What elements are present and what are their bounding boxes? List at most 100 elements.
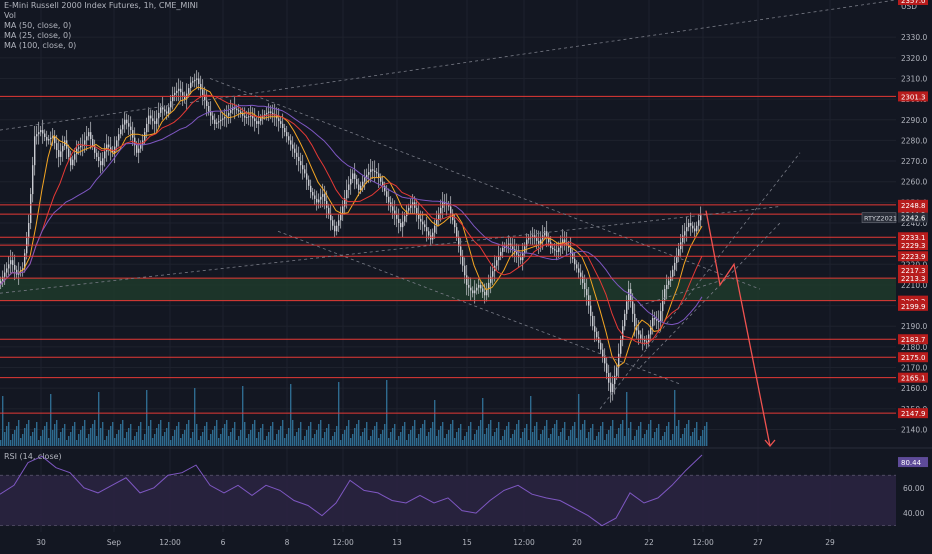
candle-body [444, 202, 446, 204]
volume-bar [334, 432, 336, 446]
volume-bar [378, 438, 380, 446]
candle-body [448, 205, 450, 207]
volume-bar [20, 438, 22, 446]
candle-body [552, 247, 554, 250]
volume-bar [446, 434, 448, 446]
volume-bar [622, 420, 624, 446]
volume-bar [304, 436, 306, 446]
candle-body [392, 206, 394, 211]
candle-body [594, 326, 596, 332]
candle-body [570, 247, 572, 254]
candle-body [80, 145, 82, 148]
volume-bar [690, 436, 692, 446]
price-tag-box [898, 232, 928, 243]
candle-body [2, 276, 4, 281]
volume-bar [652, 438, 654, 446]
volume-bar [80, 430, 82, 446]
candle-body [388, 196, 390, 203]
candle-body [464, 265, 466, 276]
candle-body [144, 132, 146, 141]
volume-bar [590, 428, 592, 446]
candle-body [120, 129, 122, 135]
volume-bar [416, 438, 418, 446]
time-tick-label: Sep [107, 538, 121, 547]
candle-body [54, 136, 56, 144]
price-tick-label: 2310.0 [901, 74, 927, 83]
volume-bar [82, 426, 84, 446]
volume-bar [64, 424, 66, 446]
volume-bar [452, 420, 454, 446]
time-tick-label: 27 [753, 538, 763, 547]
candle-body [674, 262, 676, 270]
volume-bar [512, 434, 514, 446]
volume-bar [504, 430, 506, 446]
volume-bar [616, 434, 618, 446]
candle-body [462, 256, 464, 266]
candle-body [562, 239, 564, 244]
candle-body [640, 334, 642, 339]
volume-bar [152, 438, 154, 446]
candle-body [592, 315, 594, 327]
candle-body [188, 88, 190, 94]
candle-body [228, 112, 230, 116]
candle-body [290, 140, 292, 145]
candle-body [682, 235, 684, 243]
volume-bar [100, 428, 102, 446]
volume-bar [270, 426, 272, 446]
candle-body [596, 331, 598, 338]
candle-body [296, 152, 298, 157]
volume-bar [172, 436, 174, 446]
volume-bar [336, 426, 338, 446]
candle-body [328, 207, 330, 215]
price-tag-box [898, 372, 928, 383]
candle-body [336, 225, 338, 232]
volume-bar [348, 420, 350, 446]
candle-body [618, 353, 620, 368]
volume-bar [278, 430, 280, 446]
volume-bar [138, 426, 140, 446]
candle-body [126, 119, 128, 124]
candle-body [106, 144, 108, 152]
volume-bar [288, 428, 290, 446]
price-tag-label: 2199.9 [901, 303, 926, 311]
candle-body [382, 181, 384, 186]
candle-body [384, 185, 386, 192]
candle-body [526, 239, 528, 247]
candle-body [416, 207, 418, 214]
candle-body [478, 284, 480, 288]
time-axis [0, 532, 932, 550]
candle-body [310, 185, 312, 193]
legend-ma25: MA (25, close, 0) [4, 31, 72, 40]
volume-bar [414, 420, 416, 446]
volume-bar [318, 424, 320, 446]
candle-body [304, 169, 306, 174]
candle-body [338, 220, 340, 226]
volume-bar [662, 436, 664, 446]
volume-bar [628, 428, 630, 446]
candle-body [380, 177, 382, 182]
volume-bar [500, 440, 502, 446]
candle-body [198, 78, 200, 84]
volume-bar [250, 430, 252, 446]
candle-body [362, 181, 364, 186]
volume-bar [22, 434, 24, 446]
candle-body [156, 118, 158, 124]
volume-bar [670, 440, 672, 446]
candle-body [358, 184, 360, 190]
candle-body [206, 100, 208, 106]
candle-body [282, 123, 284, 129]
rsi-tick-label: 60.00 [903, 484, 925, 493]
candle-body [266, 112, 268, 115]
volume-bar [394, 424, 396, 446]
candle-body [284, 128, 286, 133]
volume-bar [550, 434, 552, 446]
candle-body [356, 178, 358, 185]
candle-body [698, 220, 700, 226]
volume-bar [576, 438, 578, 446]
candle-body [160, 107, 162, 113]
candle-body [544, 231, 546, 236]
volume-bar [346, 426, 348, 446]
volume-bar [200, 436, 202, 446]
